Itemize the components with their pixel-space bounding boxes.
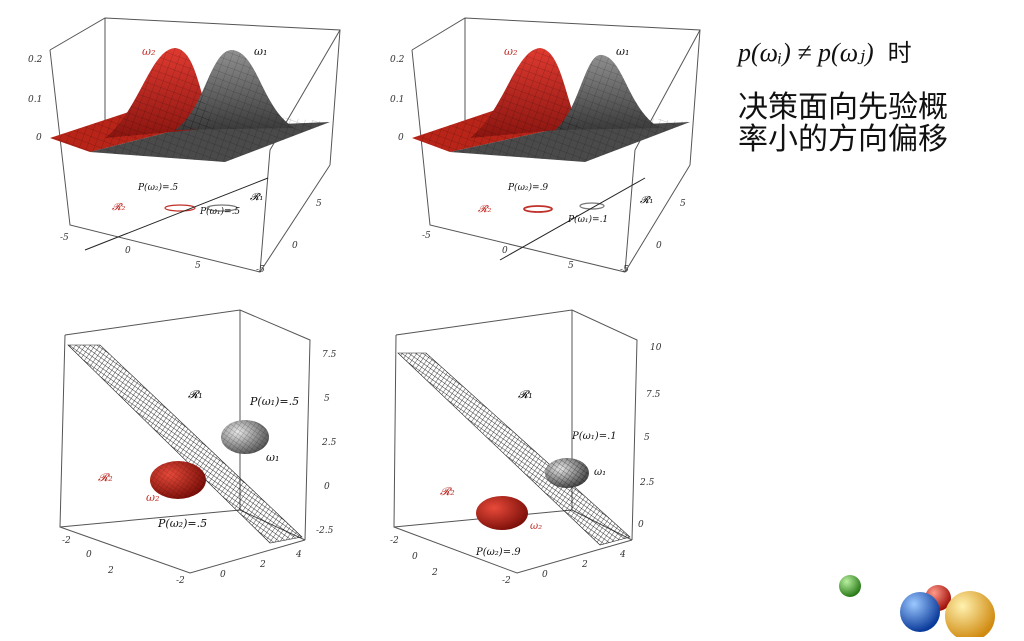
z-tick: 10	[650, 343, 662, 353]
x-tick: -2	[502, 576, 511, 586]
annotation-line-1: 决策面向先验概	[738, 90, 948, 125]
z-tick: 5	[644, 433, 650, 443]
blue-ball	[900, 592, 940, 632]
x-tick: -5	[60, 233, 69, 243]
panel-bottom-right: 10 7.5 5 2.5 0 -2 0 2 4 -2 0 2 𝓡₁ 𝓡₂ P(ω…	[382, 305, 682, 595]
x-tick: 5	[195, 261, 201, 271]
curve-label-red: ω₂	[504, 45, 517, 58]
x-tick: 2	[581, 560, 588, 570]
region-label-r2: 𝓡₂	[440, 485, 455, 498]
x-tick: 4	[295, 550, 302, 560]
region-label-r1: 𝓡₁	[250, 192, 263, 203]
ellipsoid-plane-plot: 10 7.5 5 2.5 0 -2 0 2 4 -2 0 2 𝓡₁ 𝓡₂ P(ω…	[390, 309, 662, 586]
z-tick: -2.5	[316, 526, 334, 536]
z-tick: 5	[324, 394, 330, 404]
gaussian-surface-plot: 0.2 0.1 0 -5 0 5 5 0 -5 ω₂ ω₁ 𝓡₂ 𝓡₁ P(ω₂…	[390, 17, 701, 275]
z-tick: 0.1	[28, 95, 42, 105]
decision-line	[499, 177, 646, 261]
gaussian-surface-plot: 0.2 0.1 0 -5 0 5 5 0 -5 ω₂ ω₁ 𝓡₂ 𝓡₁ P(ω₂…	[28, 17, 341, 275]
z-tick: 2.5	[321, 438, 337, 448]
contour-gray	[206, 204, 238, 212]
y-tick: 0	[292, 241, 298, 251]
prior-label-w1: P(ω₁)=.1	[571, 431, 617, 442]
z-tick: 0.2	[390, 55, 405, 65]
prior-label-w2: P(ω₂)=.5	[137, 182, 178, 193]
y-tick: -5	[620, 265, 629, 275]
x-tick: 2	[259, 560, 266, 570]
curve-label-w1: ω₁	[594, 467, 606, 478]
contour-red	[523, 205, 553, 213]
region-label-r2: 𝓡₂	[112, 202, 125, 213]
z-tick: 2.5	[639, 478, 655, 488]
y-tick: -5	[256, 265, 265, 275]
prior-label-w2: P(ω₂)=.9	[507, 182, 548, 193]
curve-label-gray: ω₁	[254, 45, 267, 58]
y-tick: 0	[86, 550, 92, 560]
contour-gray	[579, 202, 605, 210]
z-tick: 7.5	[322, 350, 337, 360]
decision-line	[84, 177, 269, 251]
green-ball	[839, 575, 861, 597]
x-tick: 0	[220, 570, 226, 580]
region-label-r2: 𝓡₂	[478, 204, 491, 215]
z-tick: 0	[36, 133, 42, 143]
panel-bottom-left: 7.5 5 2.5 0 -2.5 -2 0 2 4 -2 0 2 𝓡₁ 𝓡₂ P…	[40, 305, 360, 595]
prior-label-w1: P(ω₁)=.5	[249, 395, 299, 408]
z-tick: 0.2	[28, 55, 43, 65]
z-tick: 0	[638, 520, 644, 530]
slide-annotation: p(ωᵢ) ≠ p(ωⱼ) 时 决策面向先验概 率小的方向偏移	[738, 36, 1008, 156]
z-tick: 0	[324, 482, 330, 492]
x-tick: 4	[619, 550, 626, 560]
curve-label-gray: ω₁	[616, 45, 629, 58]
region-label-r1: 𝓡₁	[188, 388, 203, 401]
balls-icon	[839, 575, 995, 641]
panel-top-right: 0.2 0.1 0 -5 0 5 5 0 -5 ω₂ ω₁ 𝓡₂ 𝓡₁ P(ω₂…	[380, 10, 725, 280]
yellow-ball	[945, 591, 995, 641]
curve-label-w2: ω₂	[146, 491, 159, 504]
contour-red	[164, 204, 196, 212]
curve-label-red: ω₂	[142, 45, 155, 58]
x-tick: -2	[176, 576, 185, 586]
y-tick: 5	[316, 199, 322, 209]
prior-label-w2: P(ω₂)=.9	[475, 547, 521, 558]
decorative-balls-logo	[830, 568, 1024, 641]
ellipsoid-plane-plot: 7.5 5 2.5 0 -2.5 -2 0 2 4 -2 0 2 𝓡₁ 𝓡₂ P…	[59, 309, 337, 586]
formula-suffix: 时	[887, 39, 912, 67]
region-label-r1: 𝓡₁	[518, 388, 533, 401]
prior-label-w2: P(ω₂)=.5	[157, 517, 207, 530]
panel-top-left: 0.2 0.1 0 -5 0 5 5 0 -5 ω₂ ω₁ 𝓡₂ 𝓡₁ P(ω₂…	[10, 10, 350, 280]
ellipsoid-red	[476, 496, 528, 530]
x-tick: 5	[568, 261, 574, 271]
decision-plane	[67, 344, 303, 544]
y-tick: 2	[431, 568, 438, 578]
z-tick: 0.1	[390, 95, 404, 105]
y-tick: -2	[62, 536, 71, 546]
y-tick: 5	[680, 199, 686, 209]
x-tick: -5	[422, 231, 431, 241]
y-tick: 0	[656, 241, 662, 251]
x-tick: 0	[542, 570, 548, 580]
prior-inequality-formula: p(ωᵢ) ≠ p(ωⱼ) 时	[738, 36, 1008, 70]
z-tick: 0	[398, 133, 404, 143]
region-label-r2: 𝓡₂	[98, 471, 113, 484]
x-tick: 0	[502, 246, 508, 256]
formula-text: p(ωᵢ) ≠ p(ωⱼ)	[738, 38, 874, 67]
region-label-r1: 𝓡₁	[640, 195, 653, 206]
y-tick: 2	[107, 566, 114, 576]
prior-label-w1: P(ω₁)=.1	[567, 214, 608, 225]
x-tick: 0	[125, 246, 131, 256]
y-tick: -2	[390, 536, 399, 546]
curve-label-w2: ω₂	[530, 521, 542, 532]
annotation-line-2: 率小的方向偏移	[738, 122, 948, 157]
z-tick: 7.5	[646, 390, 661, 400]
prior-label-w1: P(ω₁)=.5	[199, 206, 240, 217]
curve-label-w1: ω₁	[266, 451, 279, 464]
y-tick: 0	[412, 552, 418, 562]
decision-plane	[397, 352, 631, 546]
